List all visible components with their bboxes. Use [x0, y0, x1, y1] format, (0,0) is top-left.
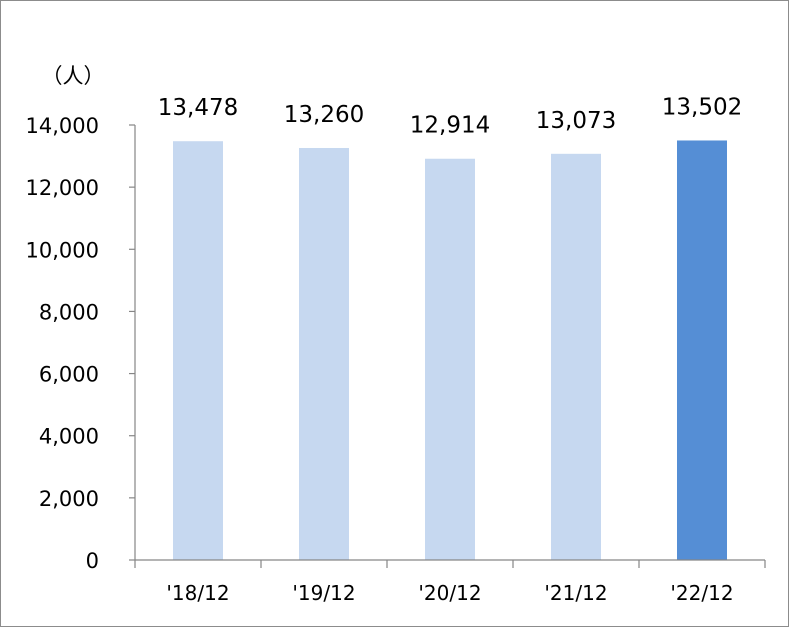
x-tick-label: '20/12 — [418, 581, 481, 605]
x-tick-label: '21/12 — [544, 581, 607, 605]
bar — [551, 153, 601, 560]
data-label: 13,502 — [662, 94, 742, 120]
data-label: 12,914 — [410, 113, 490, 139]
x-tick-label: '18/12 — [166, 581, 229, 605]
data-label: 13,478 — [158, 95, 238, 121]
data-label: 13,073 — [536, 108, 616, 134]
bar — [173, 141, 223, 560]
y-tick-label: 6,000 — [39, 363, 99, 387]
y-tick-label: 4,000 — [39, 425, 99, 449]
bar — [677, 140, 727, 560]
y-tick-label: 12,000 — [26, 176, 99, 200]
data-label: 13,260 — [284, 102, 364, 128]
bar — [425, 158, 475, 560]
x-tick-label: '22/12 — [670, 581, 733, 605]
y-tick-label: 0 — [86, 549, 99, 573]
y-tick-label: 8,000 — [39, 300, 99, 324]
bar — [299, 147, 349, 560]
x-tick-label: '19/12 — [292, 581, 355, 605]
y-tick-label: 14,000 — [26, 114, 99, 138]
y-axis-unit-label: （人） — [42, 64, 105, 88]
y-tick-label: 10,000 — [26, 238, 99, 262]
y-tick-label: 2,000 — [39, 487, 99, 511]
